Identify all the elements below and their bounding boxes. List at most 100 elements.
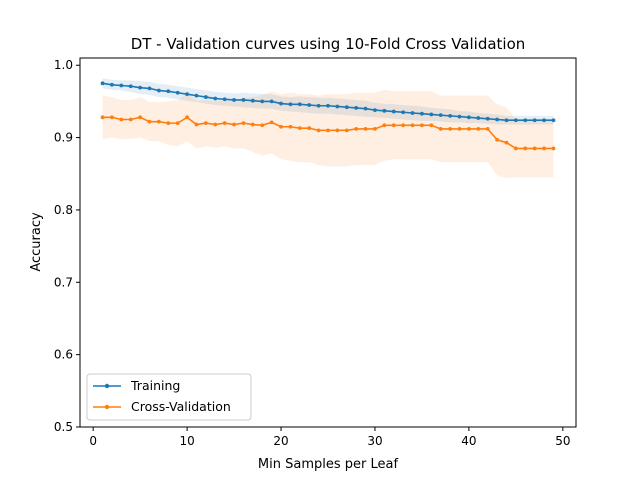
training-point: [222, 97, 227, 102]
training-point: [269, 99, 274, 104]
x-tick-label: 20: [273, 434, 288, 448]
cross-validation-point: [241, 121, 246, 126]
cross-validation-point: [401, 123, 406, 128]
y-tick-label: 1.0: [54, 58, 73, 72]
cross-validation-point: [485, 127, 490, 131]
cross-validation-point: [438, 127, 443, 131]
cross-validation-point: [203, 121, 208, 126]
cross-validation-point: [213, 122, 218, 127]
x-axis-title: Min Samples per Leaf: [258, 457, 399, 472]
cross-validation-point: [326, 128, 330, 133]
training-point: [316, 103, 321, 108]
cross-validation-point: [429, 123, 434, 128]
cross-validation-point: [269, 120, 274, 125]
training-point: [495, 117, 499, 122]
cross-validation-point: [532, 146, 537, 151]
cross-validation-point: [100, 115, 105, 120]
training-point: [326, 103, 330, 108]
cross-validation-point: [147, 119, 152, 124]
cross-validation-point: [551, 146, 556, 151]
cross-validation-point: [307, 126, 312, 131]
cross-validation-point: [288, 124, 293, 129]
training-point: [250, 98, 255, 103]
y-tick-label: 0.7: [54, 275, 73, 289]
cross-validation-point: [391, 123, 396, 128]
training-point: [297, 102, 302, 107]
cross-validation-point: [185, 115, 189, 120]
legend-box: [86, 373, 252, 421]
cross-validation-point: [542, 146, 546, 151]
training-point: [504, 118, 509, 123]
x-axis-ticks: 0 10 20 30 40 50: [89, 427, 570, 448]
training-point: [119, 83, 124, 88]
chart-title: DT - Validation curves using 10-Fold Cro…: [131, 35, 526, 53]
cross-validation-point: [222, 121, 227, 126]
y-tick-label: 0.5: [54, 420, 73, 434]
y-tick-label: 0.8: [54, 203, 73, 217]
training-point: [128, 84, 133, 89]
cross-validation-point: [119, 117, 124, 122]
cross-validation-point: [316, 128, 321, 133]
legend-label-training: Training: [130, 378, 180, 393]
training-point: [175, 90, 180, 95]
series-markers: [100, 81, 556, 151]
training-point: [485, 116, 490, 121]
cross-validation-point: [166, 121, 171, 126]
training-point: [448, 113, 453, 118]
cross-validation-point: [382, 123, 387, 128]
training-point: [532, 118, 537, 123]
cross-validation-point: [297, 126, 302, 131]
cross-validation-point: [128, 117, 133, 122]
cross-validation-point: [157, 119, 161, 124]
training-point: [185, 92, 189, 97]
y-axis-ticks: 0.5 0.6 0.7 0.8 0.9 1.0: [54, 58, 80, 434]
legend-label-cross-validation: Cross-Validation: [131, 399, 231, 414]
training-point: [194, 93, 199, 98]
cross-validation-point: [523, 146, 528, 151]
cross-validation-point: [448, 127, 453, 131]
training-point: [438, 113, 443, 118]
cross-validation-point: [420, 123, 424, 128]
cross-validation-point: [344, 128, 349, 133]
training-point: [391, 109, 396, 114]
training-point: [335, 104, 340, 109]
cross-validation-point: [467, 127, 471, 131]
cross-validation-point: [138, 115, 143, 120]
training-point: [157, 88, 161, 93]
cross-validation-point: [457, 127, 462, 131]
training-point: [513, 118, 518, 123]
training-point: [100, 81, 105, 86]
training-point: [166, 89, 171, 94]
training-point: [457, 114, 462, 119]
cross-validation-point: [335, 128, 340, 133]
training-point: [147, 86, 152, 91]
y-tick-label: 0.6: [54, 348, 73, 362]
training-point: [203, 95, 208, 99]
x-tick-label: 10: [179, 434, 194, 448]
x-tick-label: 30: [367, 434, 382, 448]
training-point: [373, 108, 377, 112]
training-point: [429, 112, 434, 117]
cross-validation-point: [232, 122, 236, 127]
training-point: [551, 118, 556, 123]
cross-validation-point: [260, 123, 265, 128]
x-tick-label: 40: [461, 434, 476, 448]
cross-validation-point: [504, 140, 509, 145]
y-axis-title: Accuracy: [29, 212, 44, 272]
legend: Training Cross-Validation: [86, 373, 252, 421]
confidence-bands: [102, 78, 554, 179]
legend-marker-training: [104, 383, 110, 389]
cross-validation-point: [373, 127, 377, 131]
cross-validation-point: [513, 146, 518, 151]
training-point: [382, 108, 387, 113]
training-point: [288, 102, 293, 107]
cross-validation-point: [363, 127, 368, 131]
cross-validation-point: [354, 127, 359, 131]
training-point: [420, 111, 424, 116]
training-point: [476, 116, 481, 120]
training-point: [354, 106, 359, 110]
training-point: [307, 103, 312, 107]
training-point: [467, 115, 471, 120]
plot-area-frame: [79, 57, 577, 428]
